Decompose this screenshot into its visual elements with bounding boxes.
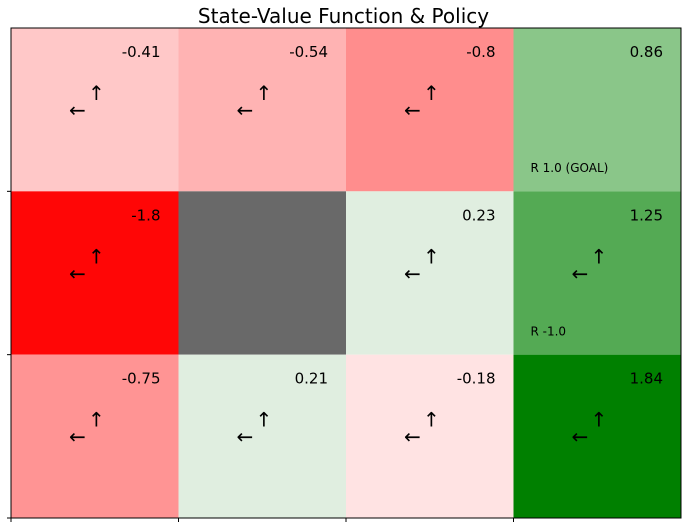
grid-cell	[513, 28, 681, 192]
cell-reward-label: R -1.0	[531, 324, 567, 338]
policy-arrow-up: ↑	[256, 81, 273, 105]
grid-cell	[346, 28, 514, 192]
policy-arrow-up: ↑	[88, 244, 105, 268]
grid-cell	[11, 354, 179, 518]
cell-value: 0.23	[462, 206, 495, 224]
policy-arrow-left: ←	[572, 261, 589, 285]
policy-arrow-up: ↑	[88, 408, 105, 432]
grid-cell	[513, 354, 681, 518]
policy-arrow-left: ←	[404, 261, 421, 285]
policy-arrow-up: ↑	[591, 408, 608, 432]
chart-title: State-Value Function & Policy	[197, 4, 490, 28]
policy-arrow-left: ←	[69, 261, 86, 285]
policy-arrow-left: ←	[237, 98, 254, 122]
grid-cell	[178, 28, 346, 192]
policy-arrow-up: ↑	[88, 81, 105, 105]
policy-arrow-left: ←	[404, 425, 421, 449]
cell-value: -0.54	[289, 43, 328, 61]
grid-cell	[178, 354, 346, 518]
grid-cell	[513, 191, 681, 355]
cell-value: 1.84	[630, 370, 663, 388]
cell-value: -0.8	[466, 43, 495, 61]
policy-arrow-left: ←	[69, 98, 86, 122]
grid-cell	[11, 191, 179, 355]
cell-value: -0.41	[122, 43, 161, 61]
grid-cell	[346, 354, 514, 518]
policy-arrow-left: ←	[572, 425, 589, 449]
cell-value: 0.86	[630, 43, 663, 61]
cell-reward-label: R 1.0 (GOAL)	[531, 161, 609, 175]
policy-arrow-up: ↑	[423, 408, 440, 432]
policy-arrow-up: ↑	[423, 81, 440, 105]
cell-value: -0.75	[122, 370, 161, 388]
grid-cell	[11, 28, 179, 192]
policy-arrow-up: ↑	[591, 244, 608, 268]
cell-value: 1.25	[630, 206, 663, 224]
policy-arrow-left: ←	[237, 425, 254, 449]
cell-value: -1.8	[131, 206, 160, 224]
policy-arrow-left: ←	[69, 425, 86, 449]
policy-arrow-up: ↑	[423, 244, 440, 268]
policy-arrow-left: ←	[404, 98, 421, 122]
cell-value: -0.18	[457, 370, 496, 388]
policy-arrow-up: ↑	[256, 408, 273, 432]
grid-cell	[178, 191, 346, 355]
cell-value: 0.21	[295, 370, 328, 388]
grid-cell	[346, 191, 514, 355]
